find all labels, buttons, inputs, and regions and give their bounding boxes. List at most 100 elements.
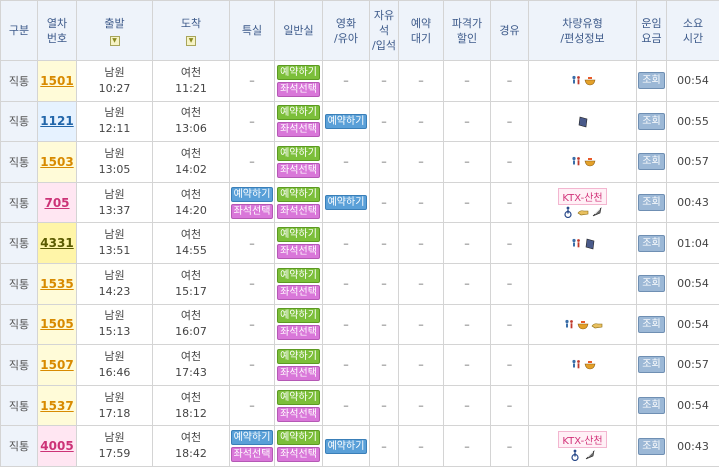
fare-cell: 조회	[636, 303, 667, 346]
train-no-link[interactable]: 1503	[40, 154, 74, 169]
general-reserve-button[interactable]: 예약하기	[277, 430, 320, 446]
empty-cell: –	[418, 358, 424, 372]
train-no-link[interactable]: 4331	[40, 236, 74, 251]
general-seat-select-button[interactable]: 좌석선택	[277, 365, 320, 381]
general-reserve-button[interactable]: 예약하기	[277, 64, 320, 80]
fare-cell: 조회	[636, 222, 667, 264]
empty-cell: –	[418, 277, 424, 291]
general-reserve-button[interactable]: 예약하기	[277, 267, 320, 283]
arrival-station: 여천	[180, 268, 202, 282]
feather-icon	[591, 206, 603, 218]
col-infant: 영화/유아	[322, 0, 370, 61]
general-reserve-button[interactable]: 예약하기	[277, 105, 320, 121]
col-infant-label-1: 영화	[335, 16, 357, 30]
fare-view-button[interactable]: 조회	[638, 72, 665, 90]
special-reserve-button[interactable]: 예약하기	[230, 186, 274, 202]
infant-reserve-button[interactable]: 예약하기	[324, 113, 368, 129]
general-reserve-button[interactable]: 예약하기	[277, 227, 320, 243]
general-seat-select-button[interactable]: 좌석선택	[277, 203, 320, 219]
general-reserve-button[interactable]: 예약하기	[277, 308, 320, 324]
empty-cell: –	[464, 155, 470, 169]
wheelchair-person-icon	[570, 156, 582, 168]
sort-icon[interactable]: ▼	[186, 35, 196, 46]
col-train-no: 열차 번호	[37, 0, 77, 61]
ktx-sancheon-badge: KTX-산천	[558, 431, 607, 449]
arrival-station: 여천	[180, 309, 202, 323]
empty-cell: –	[418, 439, 424, 453]
general-seat-select-button[interactable]: 좌석선택	[277, 162, 320, 178]
fare-cell: 조회	[636, 262, 667, 305]
table-row: 직통 1505 남원 15:13 여천 16:07 – 예약하기 좌석선택 – – –…	[0, 303, 719, 346]
fare-view-button[interactable]: 조회	[638, 397, 665, 415]
departure-station: 남원	[104, 65, 125, 79]
departure-station: 남원	[104, 431, 125, 445]
fare-view-button[interactable]: 조회	[638, 356, 665, 374]
general-reserve-button[interactable]: 예약하기	[277, 389, 320, 405]
infant-reserve-button[interactable]: 예약하기	[324, 195, 368, 211]
train-no-link[interactable]: 1501	[40, 73, 74, 88]
arrival-station: 여천	[180, 106, 202, 120]
table-header-row: 구분 열차 번호 출발 ▼ 도착 ▼ 특실 일반실 영화/유아 자유 석/입석 예약 대기…	[0, 0, 719, 61]
discount-cell: –	[443, 344, 491, 386]
arrival-time: 13:06	[175, 122, 207, 136]
infant-reserve-button[interactable]: 예약하기	[324, 438, 368, 454]
train-no-link[interactable]: 1507	[40, 357, 74, 372]
fare-view-button[interactable]: 조회	[638, 234, 665, 252]
special-seat-select-button[interactable]: 좌석선택	[230, 203, 274, 219]
general-seat-select-button[interactable]: 좌석선택	[277, 244, 320, 260]
general-seat-select-button[interactable]: 좌석선택	[277, 447, 320, 463]
general-reserve-button[interactable]: 예약하기	[277, 186, 320, 202]
waitlist-cell: –	[398, 100, 444, 143]
empty-cell: –	[506, 196, 513, 210]
discount-cell: –	[443, 181, 491, 224]
general-reserve-button[interactable]: 예약하기	[277, 348, 320, 364]
col-arrival[interactable]: 도착 ▼	[152, 0, 230, 61]
sort-icon[interactable]: ▼	[109, 35, 120, 46]
general-seat-select-button[interactable]: 좌석선택	[277, 406, 320, 422]
general-seat-select-button[interactable]: 좌석선택	[277, 122, 320, 138]
fare-view-button[interactable]: 조회	[638, 153, 665, 171]
departure-time: 17:18	[98, 406, 131, 420]
ktx-sancheon-badge: KTX-산천	[558, 187, 607, 205]
special-reserve-button[interactable]: 예약하기	[230, 430, 274, 446]
train-no-link[interactable]: 1535	[40, 276, 74, 291]
col-free-label-2: 석	[378, 24, 390, 37]
col-free-label-1: 자유	[373, 9, 395, 22]
table-row: 직통 1501 남원 10:27 여천 11:21 – 예약하기 좌석선택 – – –…	[0, 60, 719, 102]
arrival-cell: 여천 16:07	[152, 303, 230, 346]
fare-view-button[interactable]: 조회	[638, 194, 665, 212]
arrival-station: 여천	[180, 431, 202, 445]
special-seat-select-button[interactable]: 좌석선택	[230, 447, 274, 463]
table-row: 직통 1507 남원 16:46 여천 17:43 – 예약하기 좌석선택 – – –…	[0, 344, 719, 386]
departure-cell: 남원 12:11	[76, 100, 153, 143]
fare-view-button[interactable]: 조회	[638, 275, 665, 293]
departure-cell: 남원 17:59	[76, 425, 153, 467]
general-seat-select-button[interactable]: 좌석선택	[277, 81, 320, 97]
empty-cell: –	[381, 155, 387, 169]
wheelchair-icon	[570, 449, 582, 462]
via-cell: –	[490, 60, 529, 102]
fare-cell: 조회	[636, 344, 667, 386]
col-departure[interactable]: 출발 ▼	[76, 0, 153, 61]
duration-cell: 00:54	[666, 60, 719, 102]
col-fare-label-1: 운임	[641, 16, 662, 30]
train-no-link[interactable]: 1537	[40, 398, 74, 413]
fare-view-button[interactable]: 조회	[638, 315, 665, 333]
empty-cell: –	[506, 74, 513, 88]
duration-cell: 00:43	[666, 181, 719, 224]
train-no-link[interactable]: 1121	[40, 114, 74, 129]
fare-view-button[interactable]: 조회	[638, 437, 665, 455]
empty-cell: –	[381, 399, 387, 413]
via-cell: –	[490, 141, 529, 183]
train-no-link[interactable]: 1505	[40, 317, 74, 332]
fare-cell: 조회	[636, 141, 667, 183]
general-reserve-button[interactable]: 예약하기	[277, 145, 320, 161]
free-seat-cell: –	[369, 425, 399, 467]
free-seat-cell: –	[369, 344, 399, 386]
train-no-link[interactable]: 4005	[40, 439, 74, 454]
fare-view-button[interactable]: 조회	[638, 112, 665, 130]
departure-time: 14:23	[98, 284, 131, 298]
general-seat-select-button[interactable]: 좌석선택	[277, 284, 320, 300]
train-no-link[interactable]: 705	[44, 195, 70, 210]
general-seat-select-button[interactable]: 좌석선택	[277, 325, 320, 341]
